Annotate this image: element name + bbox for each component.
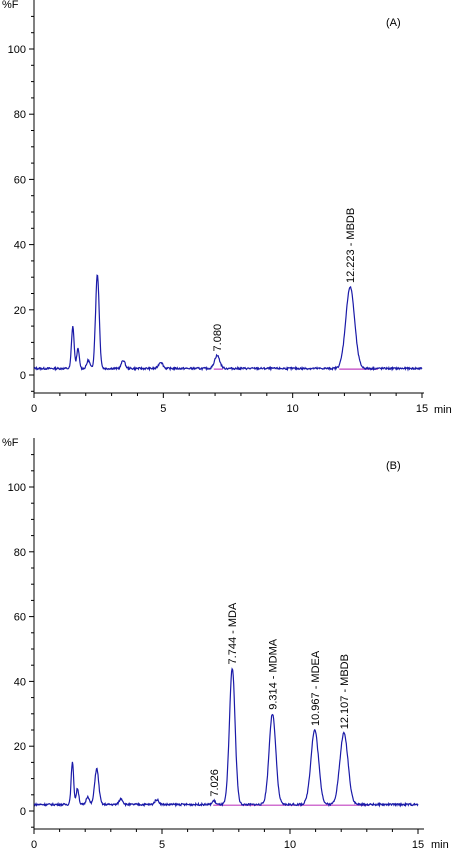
y-tick-label: 40 — [14, 240, 26, 252]
y-tick-label: 80 — [14, 109, 26, 121]
x-tick-label: 15 — [416, 403, 428, 415]
x-axis-unit: min — [431, 839, 449, 850]
peak-annotations: 7.080 12.223 - MBDB — [212, 208, 357, 352]
y-tick-label: 60 — [14, 612, 26, 624]
chromatogram-trace — [33, 274, 423, 372]
y-tick-label: 0 — [20, 806, 26, 818]
peak-label: 7.080 — [212, 324, 224, 352]
peak-label: 12.223 - MBDB — [345, 208, 357, 283]
panel-label: (B) — [386, 460, 401, 472]
x-tick-label: 15 — [412, 839, 424, 850]
peak-label: 10.967 - MDEA — [310, 650, 322, 726]
y-tick-label: 20 — [14, 741, 26, 753]
ticks: 0 20 40 60 80 100 0 5 10 15 — [8, 15, 428, 415]
x-tick-label: 5 — [159, 839, 165, 850]
x-tick-label: 0 — [31, 403, 37, 415]
y-tick-label: 40 — [14, 676, 26, 688]
ticks: 0 20 40 60 80 100 0 5 10 15 — [8, 454, 424, 850]
x-tick-label: 10 — [287, 403, 299, 415]
peak-label: 7.744 - MDA — [227, 602, 239, 664]
y-tick-label: 100 — [8, 482, 26, 494]
x-tick-label: 10 — [284, 839, 296, 850]
x-tick-label: 0 — [31, 839, 37, 850]
y-tick-label: 80 — [14, 547, 26, 559]
panel-label: (A) — [386, 17, 401, 29]
y-axis-label: %F — [2, 0, 19, 11]
peak-label: 12.107 - MBDB — [339, 654, 351, 729]
y-tick-label: 100 — [8, 44, 26, 56]
chromatogram-trace — [33, 667, 419, 808]
x-tick-label: 5 — [160, 403, 166, 415]
peak-label: 9.314 - MDMA — [267, 638, 279, 710]
y-tick-label: 60 — [14, 174, 26, 186]
y-axis-label: %F — [2, 437, 19, 449]
x-axis-unit: min — [434, 404, 452, 416]
y-tick-label: 20 — [14, 305, 26, 317]
panel-a: %F (A) min 0 20 40 60 80 100 0 5 10 15 7.080 12.22… — [2, 0, 452, 416]
panel-b: %F (B) min 0 20 40 60 80 100 0 5 10 15 7.026 7.744… — [2, 437, 449, 850]
peak-label: 7.026 — [209, 769, 221, 797]
peak-annotations: 7.026 7.744 - MDA 9.314 - MDMA 10.967 - MDE… — [209, 602, 351, 797]
y-tick-label: 0 — [20, 370, 26, 382]
